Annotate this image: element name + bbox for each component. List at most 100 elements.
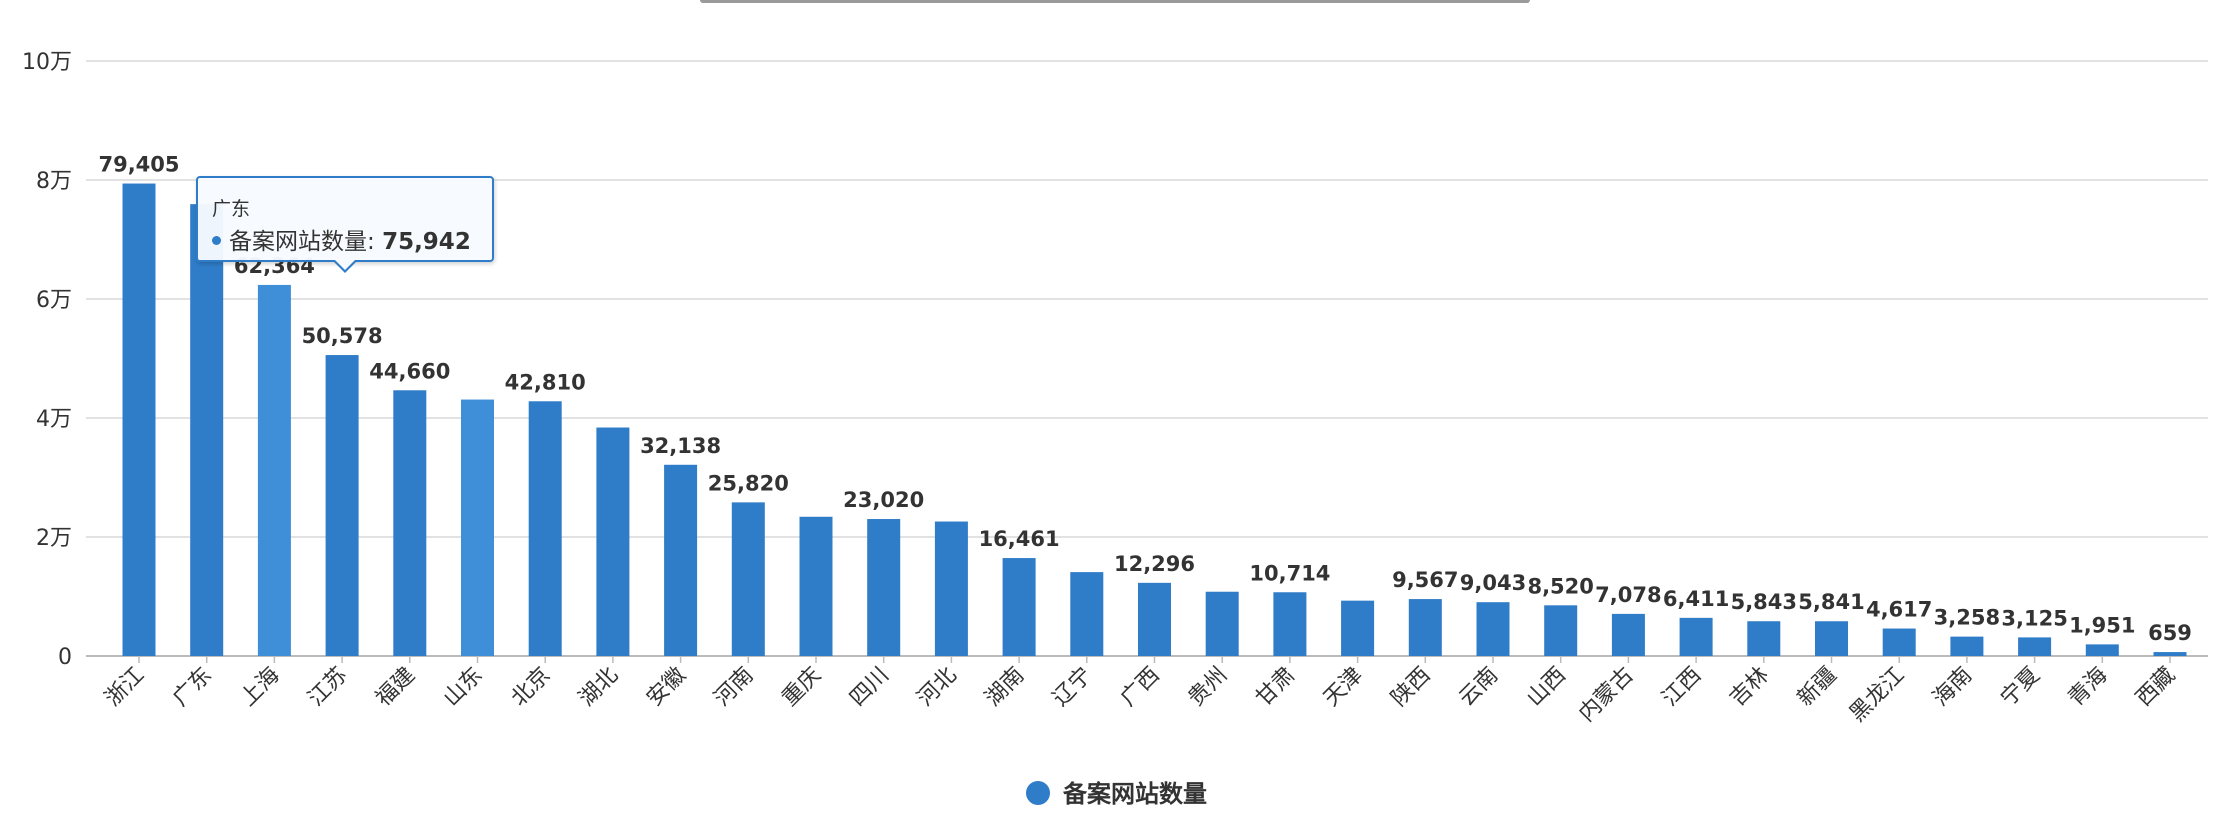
bar[interactable]	[393, 390, 427, 656]
x-tick-label: 广西	[1116, 663, 1165, 712]
bar[interactable]	[1815, 621, 1848, 656]
data-label: 44,660	[369, 359, 450, 383]
x-tick-label: 海南	[1928, 663, 1977, 712]
data-label: 42,810	[505, 370, 586, 394]
bar[interactable]	[1611, 613, 1645, 656]
bar[interactable]	[1002, 558, 1036, 656]
x-tick-label: 安徽	[642, 663, 691, 712]
x-tick-label: 宁夏	[1996, 663, 2045, 712]
data-label: 12,296	[1114, 552, 1195, 576]
bar[interactable]	[257, 284, 291, 656]
x-tick-label: 青海	[2064, 663, 2113, 712]
data-label: 10,714	[1249, 561, 1330, 585]
x-tick-label: 甘肃	[1251, 663, 1300, 712]
x-tick-label: 江苏	[304, 663, 353, 712]
bars	[122, 183, 2187, 657]
tooltip-series-dot	[212, 236, 221, 245]
y-tick-label: 4万	[36, 407, 72, 432]
data-label: 659	[2148, 621, 2192, 645]
bar[interactable]	[664, 464, 698, 656]
legend: 备案网站数量	[1026, 780, 1207, 808]
bar[interactable]	[1544, 605, 1578, 656]
data-label: 4,617	[1866, 598, 1932, 622]
data-label: 7,078	[1595, 583, 1661, 607]
x-tick-label: 西藏	[2131, 663, 2180, 712]
tooltip-value: 75,942	[382, 229, 471, 255]
data-label: 16,461	[979, 527, 1060, 551]
x-tick-label: 江西	[1658, 663, 1707, 712]
data-label: 5,841	[1798, 590, 1864, 614]
x-tick-label: 辽宁	[1048, 663, 1097, 712]
bar[interactable]	[2153, 652, 2187, 656]
x-tick-label: 内蒙古	[1574, 663, 1638, 727]
x-tick-label: 河南	[710, 663, 759, 712]
x-tick-label: 云南	[1454, 663, 1503, 712]
bar[interactable]	[1679, 617, 1713, 656]
data-label: 3,125	[2001, 606, 2067, 630]
data-label: 9,043	[1460, 571, 1526, 595]
x-tick-label: 新疆	[1793, 663, 1842, 712]
bar[interactable]	[1882, 628, 1916, 656]
tooltip-pointer-fill	[334, 259, 356, 270]
x-tick-label: 四川	[845, 663, 894, 712]
bar[interactable]	[867, 519, 901, 656]
tooltip-series-label: 备案网站数量:	[229, 229, 383, 255]
bar[interactable]	[596, 427, 630, 656]
bar[interactable]	[799, 516, 833, 656]
y-tick-label: 2万	[36, 526, 72, 551]
x-tick-label: 陕西	[1387, 663, 1436, 712]
data-label: 79,405	[98, 153, 179, 177]
data-label: 3,258	[1934, 606, 2000, 630]
bar[interactable]	[1950, 636, 1984, 656]
x-tick-label: 河北	[913, 663, 962, 712]
x-tick-label: 重庆	[777, 663, 826, 712]
y-tick-label: 8万	[36, 169, 72, 194]
bar[interactable]	[461, 399, 494, 656]
data-label: 1,951	[2069, 613, 2135, 637]
tooltip-row: 备案网站数量: 75,942	[212, 222, 471, 256]
bar[interactable]	[190, 204, 224, 657]
bar[interactable]	[1070, 572, 1104, 656]
bar[interactable]	[934, 521, 968, 656]
tooltip: 广东 备案网站数量: 75,942	[196, 176, 494, 273]
legend-label[interactable]: 备案网站数量	[1062, 780, 1207, 808]
data-label: 6,411	[1663, 587, 1729, 611]
bar[interactable]	[325, 355, 359, 656]
tooltip-category: 广东	[212, 198, 251, 220]
bar[interactable]	[2018, 637, 2052, 656]
data-label: 23,020	[843, 488, 924, 512]
bar[interactable]	[731, 502, 765, 656]
bar[interactable]	[528, 401, 562, 656]
x-tick-label: 广东	[168, 663, 217, 712]
x-tick-label: 浙江	[100, 663, 149, 712]
data-label: 50,578	[302, 324, 383, 348]
x-tick-label: 山西	[1522, 663, 1571, 712]
y-tick-label: 10万	[22, 50, 72, 75]
y-axis-ticks: 0 2万 4万 6万 8万 10万	[22, 50, 72, 670]
bar[interactable]	[1273, 592, 1307, 656]
x-tick-label: 上海	[236, 663, 285, 712]
bar[interactable]	[1408, 599, 1442, 656]
scrollbar-strip	[700, 0, 1530, 3]
bar[interactable]	[1138, 582, 1171, 656]
data-label: 25,820	[708, 471, 789, 495]
legend-marker[interactable]	[1026, 781, 1050, 805]
data-label: 5,843	[1731, 590, 1797, 614]
bar[interactable]	[2085, 644, 2119, 656]
y-tick-label: 6万	[36, 288, 72, 313]
bar[interactable]	[1205, 591, 1239, 656]
x-tick-label: 福建	[371, 663, 420, 712]
data-label: 9,567	[1392, 568, 1458, 592]
x-tick-label: 湖北	[574, 663, 623, 712]
x-axis-ticks: 浙江 广东 上海 江苏 福建 山东 北京 湖北 安徽 河南 重庆 四川 河北 湖南 辽宁 广西 贵州 甘肃 天津 陕西…	[100, 656, 2180, 727]
bar[interactable]	[1341, 600, 1375, 656]
bar[interactable]	[1747, 621, 1781, 656]
bar[interactable]	[1476, 602, 1510, 656]
y-tick-label: 0	[58, 645, 72, 670]
x-tick-label: 湖南	[981, 663, 1030, 712]
bar[interactable]	[122, 183, 156, 656]
data-label: 8,520	[1527, 574, 1593, 598]
